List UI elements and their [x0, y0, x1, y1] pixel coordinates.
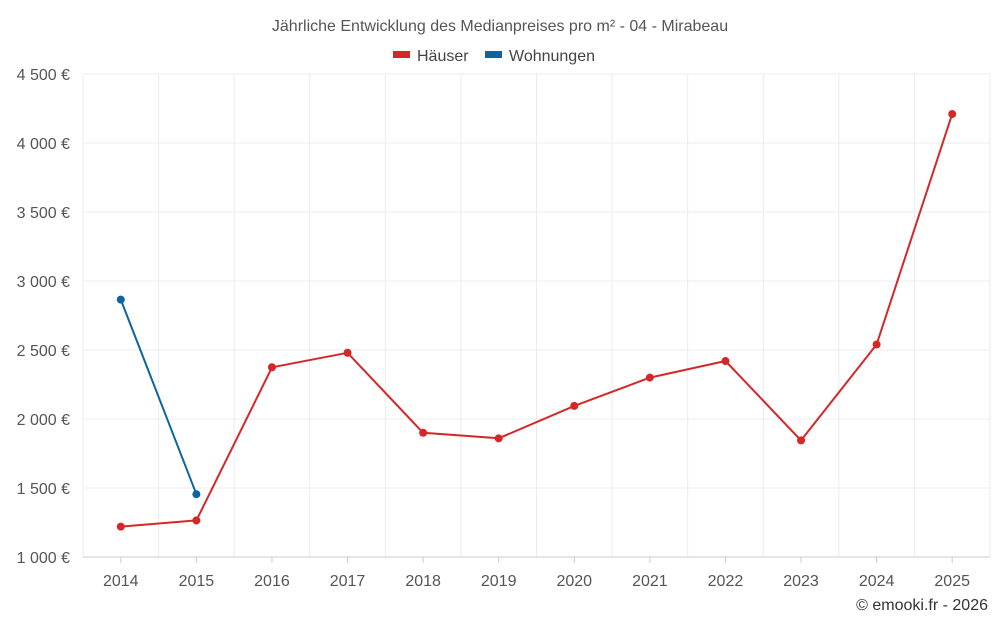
- legend-swatch-wohnungen: [485, 51, 502, 58]
- x-tick-label: 2019: [481, 573, 517, 590]
- y-tick-label: 4 000 €: [17, 136, 70, 153]
- data-point-wohnungen[interactable]: [192, 490, 201, 499]
- y-tick-label: 3 000 €: [17, 274, 70, 291]
- data-point-hauser[interactable]: [116, 522, 125, 531]
- data-point-hauser[interactable]: [872, 340, 881, 349]
- x-tick-label: 2017: [330, 573, 366, 590]
- x-tick-label: 2025: [934, 573, 970, 590]
- x-tick-label: 2016: [254, 573, 290, 590]
- x-axis: 2014 2015 2016 2017 2018 2019 2020 2021 2022 2023…: [83, 556, 990, 590]
- horizontal-gridlines: [83, 73, 990, 489]
- chart-title: Jährliche Entwicklung des Medianpreises …: [272, 18, 728, 35]
- credit-text: © emooki.fr - 2026: [856, 597, 988, 614]
- y-axis: 1 000 € 1 500 € 2 000 € 2 500 € 3 000 € 3 500…: [17, 67, 70, 567]
- x-tick-label: 2014: [103, 573, 139, 590]
- legend-swatch-hauser: [393, 51, 410, 58]
- y-tick-label: 2 500 €: [17, 343, 70, 360]
- data-point-hauser[interactable]: [721, 357, 730, 366]
- data-point-wohnungen[interactable]: [116, 295, 125, 304]
- vertical-gridlines: [82, 74, 991, 557]
- data-point-hauser[interactable]: [494, 434, 503, 443]
- data-point-hauser[interactable]: [419, 428, 428, 437]
- x-tick-label: 2015: [179, 573, 215, 590]
- data-point-hauser[interactable]: [192, 516, 201, 525]
- series-line-hauser: [120, 113, 954, 528]
- data-point-hauser[interactable]: [343, 348, 352, 357]
- x-tick-label: 2018: [405, 573, 441, 590]
- data-point-hauser[interactable]: [645, 373, 654, 382]
- x-tick-label: 2020: [556, 573, 592, 590]
- x-tick-label: 2022: [708, 573, 744, 590]
- y-tick-label: 4 500 €: [17, 67, 70, 84]
- legend-label-hauser[interactable]: Häuser: [417, 48, 469, 65]
- y-tick-label: 1 000 €: [17, 550, 70, 567]
- data-point-hauser[interactable]: [267, 363, 276, 372]
- data-point-hauser[interactable]: [797, 436, 806, 445]
- y-tick-label: 3 500 €: [17, 205, 70, 222]
- series-layer: [116, 110, 957, 531]
- legend-label-wohnungen[interactable]: Wohnungen: [509, 48, 595, 65]
- x-tick-label: 2024: [859, 573, 895, 590]
- y-tick-label: 1 500 €: [17, 481, 70, 498]
- y-tick-label: 2 000 €: [17, 412, 70, 429]
- x-tick-label: 2023: [783, 573, 819, 590]
- legend: Häuser Wohnungen: [393, 48, 595, 65]
- x-tick-label: 2021: [632, 573, 668, 590]
- series-line-wohnungen: [119, 299, 198, 495]
- data-point-hauser[interactable]: [948, 110, 957, 119]
- data-point-hauser[interactable]: [570, 401, 579, 410]
